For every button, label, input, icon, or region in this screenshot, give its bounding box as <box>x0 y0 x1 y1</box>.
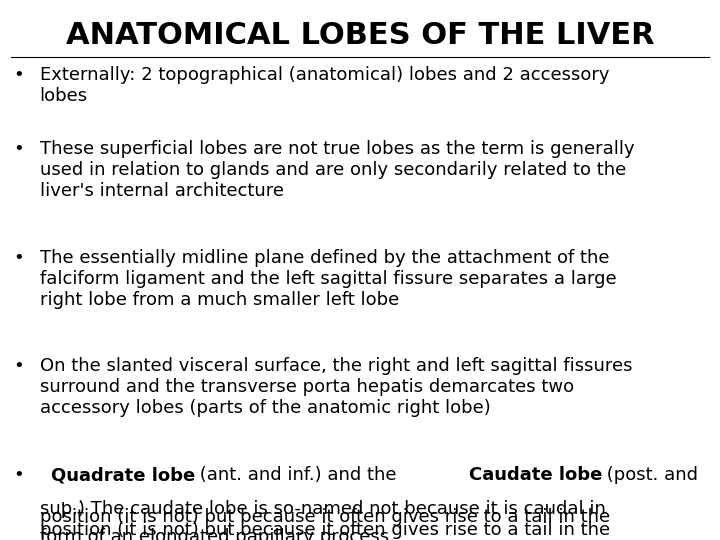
Text: •: • <box>13 140 24 158</box>
FancyBboxPatch shape <box>36 463 720 502</box>
Text: The essentially midline plane defined by the attachment of the
falciform ligamen: The essentially midline plane defined by… <box>40 249 616 308</box>
Text: Quadrate lobe: Quadrate lobe <box>50 466 195 484</box>
Text: (ant. and inf.) and the: (ant. and inf.) and the <box>194 466 402 484</box>
Text: Quadrate lobe (ant. and inf.) and the Caudate lobe (post. and
sup.) The caudate : Quadrate lobe (ant. and inf.) and the Ca… <box>40 466 610 540</box>
Text: •: • <box>13 357 24 375</box>
Text: ANATOMICAL LOBES OF THE LIVER: ANATOMICAL LOBES OF THE LIVER <box>66 21 654 50</box>
Text: •: • <box>13 249 24 267</box>
Text: (post. and: (post. and <box>600 466 698 484</box>
Text: sup.) The caudate lobe is so-named not because it is caudal in
position (it is n: sup.) The caudate lobe is so-named not b… <box>40 500 610 540</box>
Text: Caudate lobe: Caudate lobe <box>469 466 602 484</box>
Text: •: • <box>13 466 24 484</box>
Text: On the slanted visceral surface, the right and left sagittal fissures
surround a: On the slanted visceral surface, the rig… <box>40 357 632 417</box>
Text: •: • <box>13 66 24 84</box>
Text: These superficial lobes are not true lobes as the term is generally
used in rela: These superficial lobes are not true lob… <box>40 140 634 200</box>
Text: Externally: 2 topographical (anatomical) lobes and 2 accessory
lobes: Externally: 2 topographical (anatomical)… <box>40 66 609 105</box>
